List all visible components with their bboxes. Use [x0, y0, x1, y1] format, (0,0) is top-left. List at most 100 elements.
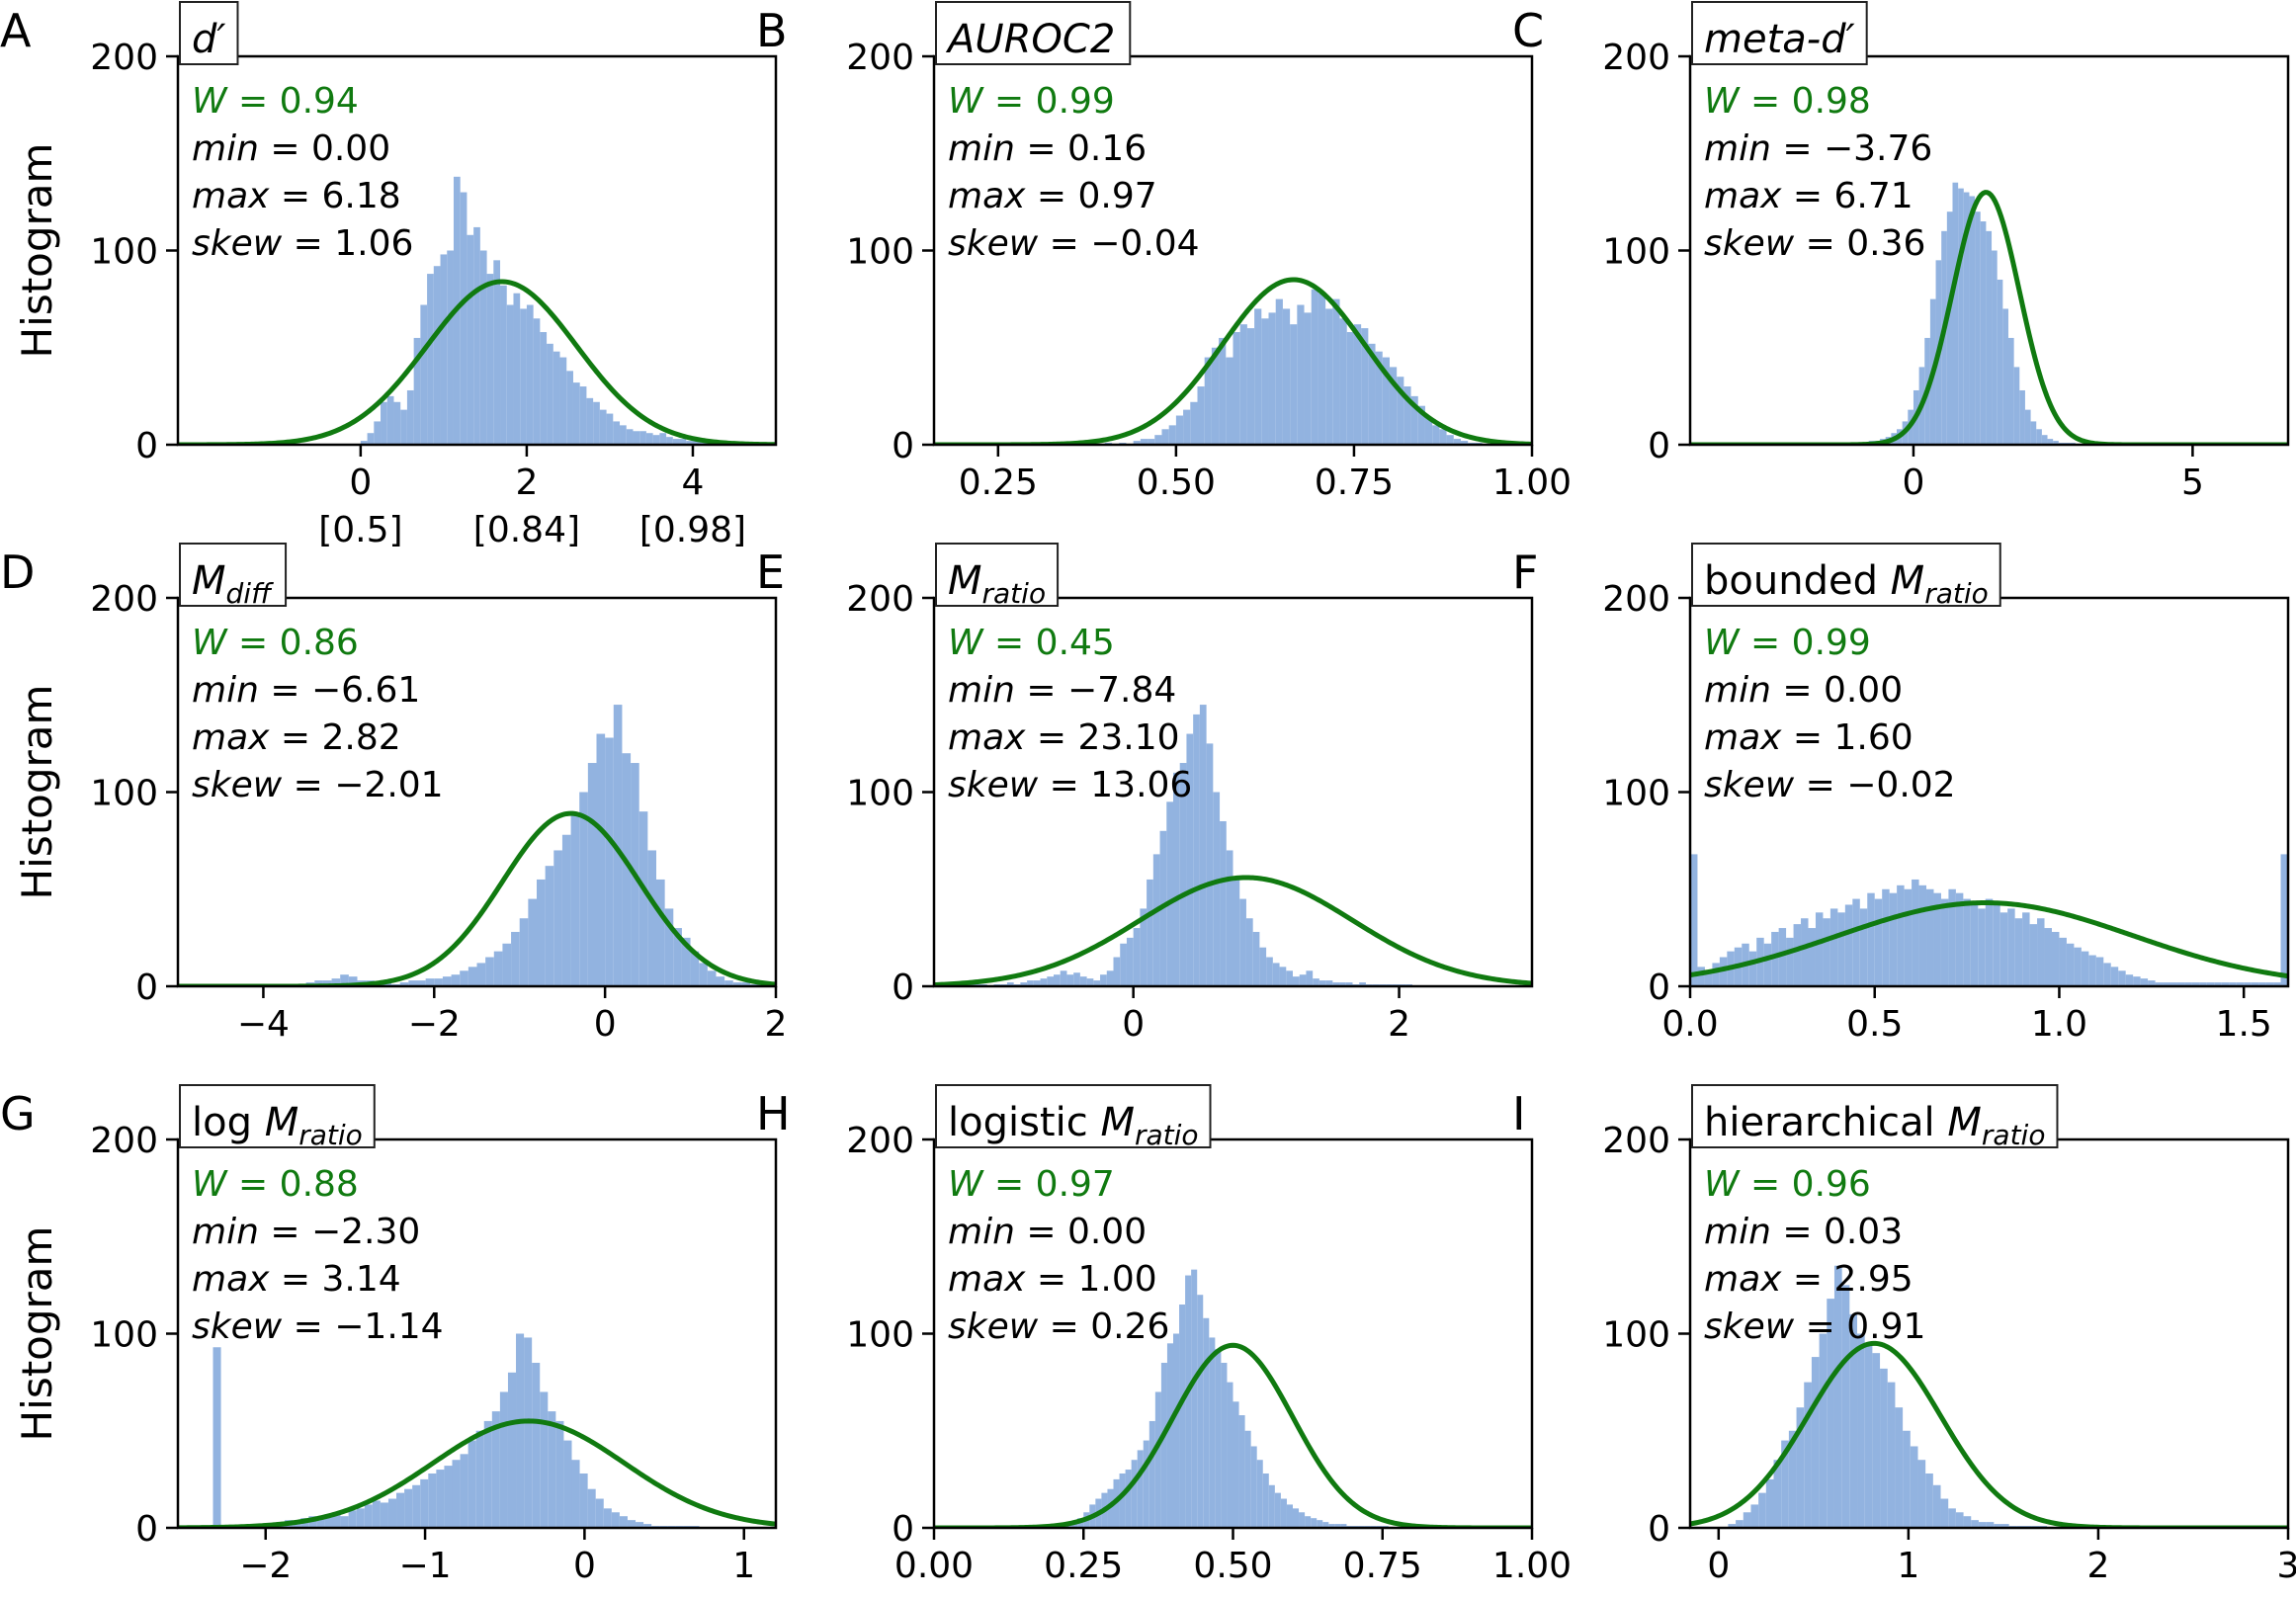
title-main: M	[265, 1100, 299, 1145]
x-tick-label: 1	[1897, 1546, 1919, 1586]
histogram-bar	[1339, 982, 1346, 986]
histogram-bar	[579, 1473, 588, 1528]
histogram-bar	[1286, 1504, 1293, 1528]
histogram-bar	[1963, 1516, 1972, 1528]
histogram-bar	[1221, 1362, 1228, 1528]
title-main: meta-d′	[1704, 17, 1855, 62]
histogram-bar	[383, 982, 392, 986]
histogram-bar	[2118, 970, 2126, 986]
histogram-bar	[524, 1337, 533, 1528]
histogram-bar	[1453, 439, 1461, 445]
histogram-bar	[1819, 1333, 1828, 1528]
y-tick-label: 200	[90, 38, 158, 78]
y-tick-label: 100	[1602, 232, 1670, 273]
histogram-bar	[356, 1508, 365, 1528]
histogram-bar	[340, 1516, 349, 1528]
histogram-bar	[1970, 904, 1979, 986]
histogram-bar	[2110, 967, 2119, 986]
histogram-bar	[1345, 982, 1353, 986]
y-tick-label: 200	[846, 579, 914, 620]
histogram-bar	[460, 192, 468, 445]
histogram-bar	[2088, 955, 2096, 986]
histogram-bar	[1975, 211, 1981, 445]
histogram-bar	[1173, 772, 1180, 986]
histogram-bar	[1910, 1446, 1918, 1528]
histogram-bar	[2176, 982, 2185, 986]
histogram-bar	[1823, 918, 1830, 986]
x-tick-label: 0.75	[1343, 1546, 1422, 1586]
stat-skew: skew = −0.04	[948, 223, 1200, 264]
panel-title: log Mratio	[179, 1084, 376, 1151]
x-tick-label: 0.50	[1193, 1546, 1272, 1586]
panel-letter: H	[756, 1087, 791, 1140]
histogram-bar	[425, 978, 435, 986]
histogram-bar	[1986, 230, 1993, 445]
stat-label: min	[1704, 128, 1771, 169]
x-tick-label: 0	[1707, 1546, 1730, 1586]
histogram-bar	[1246, 328, 1255, 445]
stat-skew: skew = 0.36	[1704, 223, 1925, 264]
histogram-bar	[1788, 1430, 1797, 1528]
stat-label: min	[1704, 1212, 1771, 1252]
histogram-bar	[652, 435, 660, 445]
panel-letter: F	[1512, 546, 1538, 599]
panel-letter: D	[0, 546, 35, 599]
histogram-bar	[1197, 386, 1205, 445]
histogram-bar	[1867, 892, 1875, 986]
histogram-bar	[1334, 1524, 1341, 1528]
histogram-bar	[1166, 801, 1173, 986]
histogram-bar	[1712, 963, 1720, 986]
histogram-bar	[314, 980, 323, 986]
histogram-bar	[485, 957, 494, 986]
histogram-bar	[2163, 982, 2170, 986]
histogram-bar	[393, 401, 401, 445]
stat-min: min = 0.00	[948, 1212, 1147, 1252]
histogram-bars	[1728, 1265, 2048, 1528]
stat-min: min = 0.00	[192, 128, 390, 169]
histogram-bar	[2258, 982, 2266, 986]
histogram-bar	[316, 1518, 325, 1528]
histogram-bar	[491, 1411, 500, 1528]
stat-value: 1.06	[334, 223, 413, 264]
histogram-bar	[1748, 951, 1757, 986]
title-prefix: logistic	[948, 1100, 1100, 1145]
panel-i: 0 100 200 0 1 2 3 I hierarchical Mratio W = 0.96 m…	[1512, 1084, 2296, 1586]
histogram-bar	[532, 1362, 541, 1528]
histogram-bar	[513, 293, 521, 445]
stat-value: 6.18	[322, 176, 401, 216]
stat-label: skew	[192, 223, 283, 264]
histogram-bar	[1293, 1508, 1300, 1528]
histogram-bar	[613, 421, 621, 445]
histogram-bar	[1027, 980, 1034, 986]
histogram-bar	[1917, 1460, 1926, 1528]
histogram-bar	[537, 879, 546, 986]
histogram-bar	[483, 1420, 492, 1528]
histogram-bar	[1874, 898, 1883, 986]
stat-W: W = 0.99	[948, 81, 1115, 122]
panel-letter: C	[1512, 4, 1544, 57]
x-tick-label: −2	[408, 1004, 461, 1045]
histogram-bar	[1203, 1317, 1210, 1528]
stat-label: skew	[948, 223, 1039, 264]
title-box	[179, 1, 239, 65]
histogram-bar	[2013, 367, 2020, 445]
histogram-bar	[1239, 324, 1247, 445]
histogram-bar	[2024, 409, 2031, 445]
stat-max: max = 23.10	[948, 717, 1180, 758]
histogram-bar	[476, 963, 486, 986]
histogram-bar	[1948, 1508, 1956, 1528]
stat-equals: =	[259, 670, 311, 711]
histogram-bar	[516, 1333, 525, 1528]
histogram-bar	[1268, 312, 1276, 445]
x-tick-label: 0	[1903, 463, 1925, 503]
stat-max: max = 2.82	[192, 717, 401, 758]
x-tick-label: −2	[239, 1546, 292, 1586]
histogram-bar	[1259, 947, 1267, 986]
histogram-bar	[1728, 1524, 1737, 1528]
histogram-bars	[1690, 854, 2288, 986]
histogram-bar	[1020, 982, 1028, 986]
stat-equals: =	[1740, 81, 1792, 122]
histogram-bar	[447, 250, 454, 445]
x-tick-label: 0.50	[1137, 463, 1216, 503]
